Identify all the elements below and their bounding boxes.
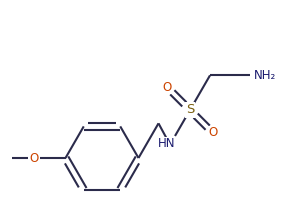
Text: S: S: [186, 103, 194, 117]
Text: HN: HN: [158, 137, 176, 150]
Text: O: O: [163, 81, 172, 94]
Text: O: O: [208, 126, 217, 139]
Text: O: O: [29, 152, 38, 165]
Text: NH₂: NH₂: [254, 69, 276, 82]
